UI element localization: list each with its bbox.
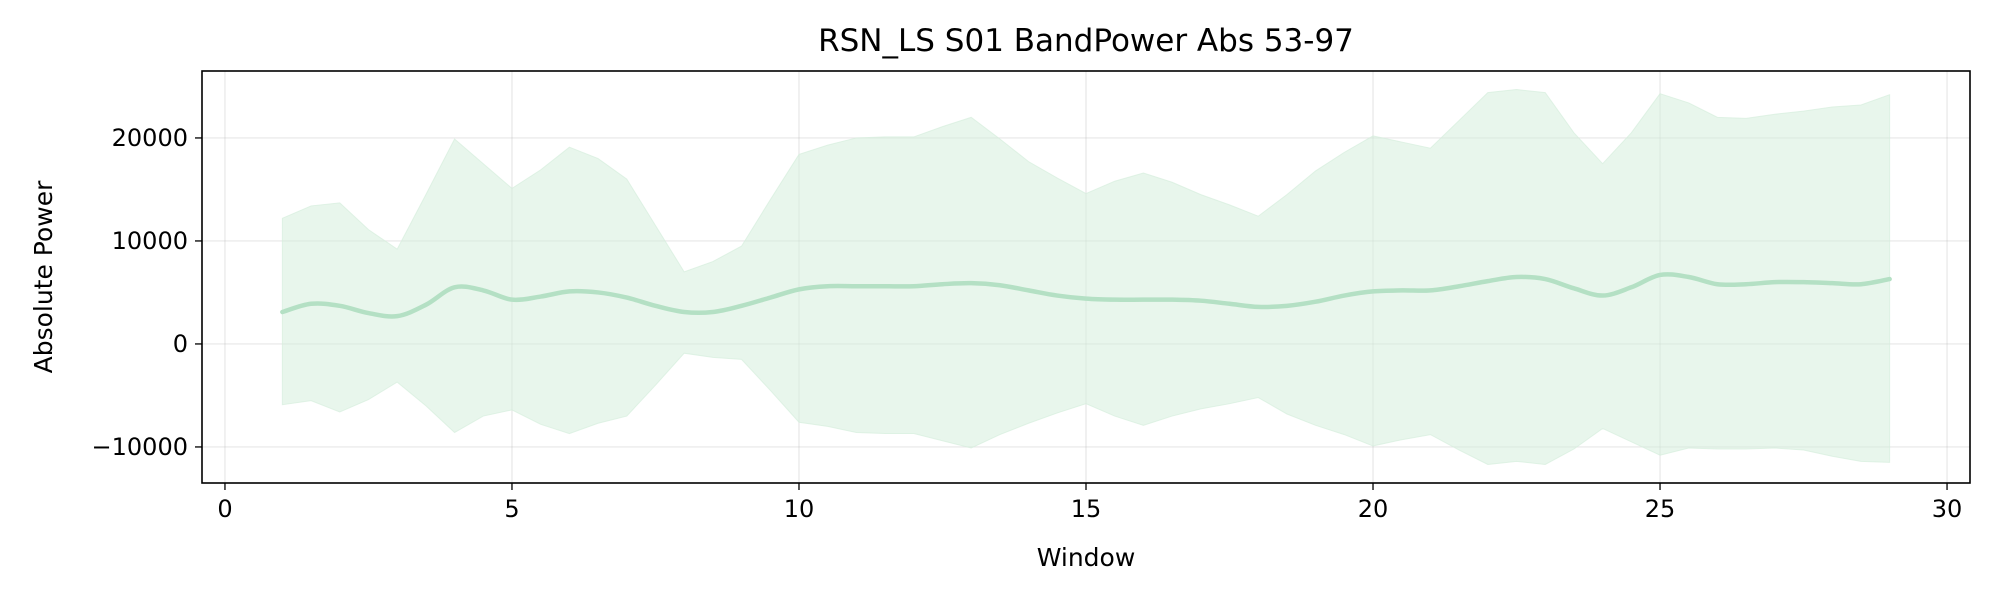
x-tick-label: 30 bbox=[1932, 495, 1963, 523]
x-tick-label: 0 bbox=[217, 495, 232, 523]
x-tick-label: 20 bbox=[1358, 495, 1389, 523]
x-tick-label: 25 bbox=[1645, 495, 1676, 523]
x-tick-label: 5 bbox=[504, 495, 519, 523]
x-axis: 0 5 10 15 20 25 30 bbox=[217, 483, 1962, 523]
std-band bbox=[281, 89, 1891, 465]
y-axis: −10000 0 10000 20000 bbox=[92, 124, 202, 461]
y-axis-label: Absolute Power bbox=[29, 180, 58, 374]
mean-line bbox=[280, 272, 1892, 319]
x-axis-label: Window bbox=[1037, 543, 1136, 572]
x-tick-label: 15 bbox=[1071, 495, 1102, 523]
y-tick-label: 20000 bbox=[112, 124, 188, 152]
chart-title: RSN_LS S01 BandPower Abs 53-97 bbox=[818, 23, 1354, 59]
y-tick-label: −10000 bbox=[92, 433, 188, 461]
x-tick-label: 10 bbox=[784, 495, 815, 523]
y-tick-label: 0 bbox=[173, 330, 188, 358]
y-tick-label: 10000 bbox=[112, 227, 188, 255]
